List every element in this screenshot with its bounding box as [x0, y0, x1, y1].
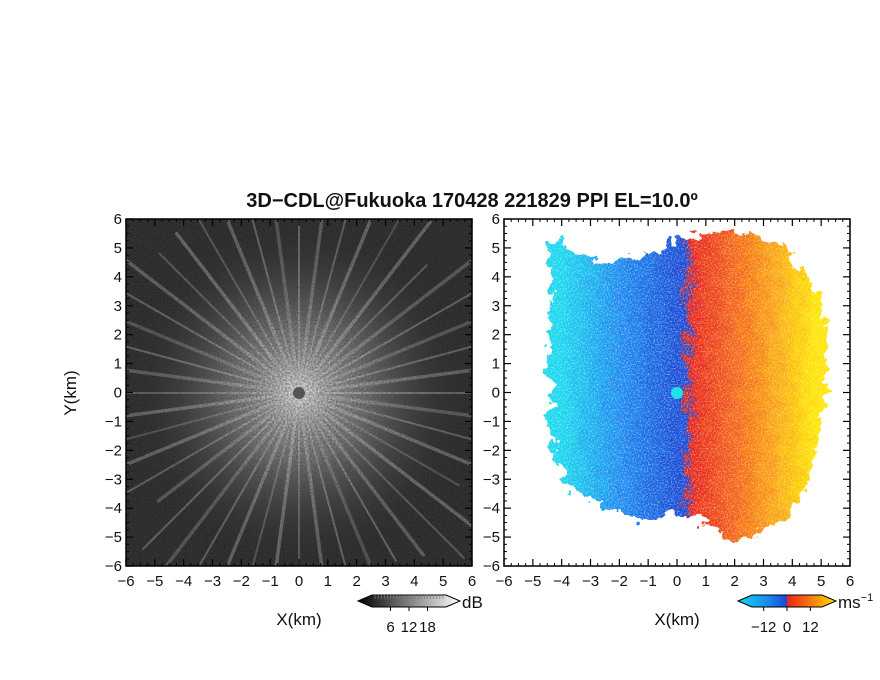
y-tick-label: −5	[483, 529, 500, 546]
y-axis-label: Y(km)	[61, 370, 80, 415]
reflectivity-colorbar: 6 12 18 dB	[356, 593, 483, 636]
y-tick-label: −4	[483, 500, 500, 517]
y-tick-label: −4	[105, 500, 122, 517]
colorbar-tick-label: −12	[751, 619, 776, 636]
x-tick-label: −3	[204, 573, 221, 590]
y-tick-label: −5	[105, 529, 122, 546]
y-tick-label: 3	[114, 298, 122, 315]
y-tick-label: 1	[492, 356, 500, 373]
y-tick-label: 5	[114, 240, 122, 257]
x-tick-label: −2	[233, 573, 250, 590]
axis-ticks	[125, 218, 473, 567]
axis-ticks	[503, 218, 851, 567]
y-tick-label: 5	[492, 240, 500, 257]
x-tick-label: 0	[295, 573, 303, 590]
colorbar-tick-label: 18	[419, 619, 436, 636]
colorbar-tick-label: 12	[401, 619, 418, 636]
y-tick-label: −1	[483, 413, 500, 430]
y-tick-label: 0	[114, 385, 122, 402]
colorbar-tick-label: 6	[386, 619, 394, 636]
y-tick-label: 4	[114, 269, 122, 286]
x-tick-label: 4	[788, 573, 796, 590]
chart-title: 3D−CDL@Fukuoka 170428 221829 PPI EL=10.0…	[246, 190, 698, 212]
x-axis-label: X(km)	[654, 610, 699, 629]
x-tick-label: 6	[468, 573, 476, 590]
y-tick-label: 0	[492, 385, 500, 402]
y-tick-label: −3	[105, 471, 122, 488]
x-tick-label: 1	[702, 573, 710, 590]
colorbar-tick-label: 0	[783, 619, 791, 636]
y-tick-label: −2	[483, 442, 500, 459]
y-tick-label: 6	[492, 211, 500, 228]
x-tick-label: −6	[495, 573, 512, 590]
y-tick-label: 3	[492, 298, 500, 315]
radar-site-marker	[671, 387, 683, 399]
x-tick-label: 3	[381, 573, 389, 590]
x-tick-label: −6	[117, 573, 134, 590]
x-tick-label: 1	[324, 573, 332, 590]
y-tick-label: 4	[492, 269, 500, 286]
velocity-panel: −6−6 −5 −5 −4 −4 −3 −3 −2 −2 −1 −1 0 0 1 1 2 2 3 3 4 4 5 5 6 6 X…	[483, 211, 854, 629]
radar-site-marker	[293, 387, 305, 399]
x-tick-label: −4	[175, 573, 192, 590]
x-tick-label: −2	[611, 573, 628, 590]
y-tick-label: −3	[483, 471, 500, 488]
x-tick-label: −5	[146, 573, 163, 590]
y-tick-label: −6	[483, 558, 500, 575]
x-axis-label: X(km)	[276, 610, 321, 629]
x-tick-label: 2	[730, 573, 738, 590]
x-tick-label: 6	[846, 573, 854, 590]
x-tick-label: 3	[759, 573, 767, 590]
y-tick-label: −2	[105, 442, 122, 459]
x-tick-label: 4	[410, 573, 418, 590]
y-tick-label: 2	[492, 327, 500, 344]
y-tick-label: 1	[114, 356, 122, 373]
x-tick-label: 0	[673, 573, 681, 590]
x-tick-label: 5	[439, 573, 447, 590]
velocity-colorbar: −12 0 12 ms−1	[736, 592, 873, 636]
x-tick-label: −4	[553, 573, 570, 590]
x-tick-label: −5	[524, 573, 541, 590]
x-tick-label: −3	[582, 573, 599, 590]
x-tick-label: 5	[817, 573, 825, 590]
y-tick-label: −1	[105, 413, 122, 430]
x-tick-label: −1	[640, 573, 657, 590]
x-tick-label: −1	[262, 573, 279, 590]
x-tick-label: 2	[352, 573, 360, 590]
y-tick-label: −6	[105, 558, 122, 575]
colorbar-unit: ms−1	[838, 592, 873, 612]
colorbar-tick-label: 12	[802, 619, 819, 636]
y-tick-label: 2	[114, 327, 122, 344]
reflectivity-panel: −6−6 −5 −5 −4 −4 −3 −3 −2 −2 −1 −1 0 0 1 1 2 2 3 3 4 4 5 5 6 6 X…	[61, 211, 476, 629]
colorbar-unit: dB	[462, 593, 483, 612]
y-tick-label: 6	[114, 211, 122, 228]
